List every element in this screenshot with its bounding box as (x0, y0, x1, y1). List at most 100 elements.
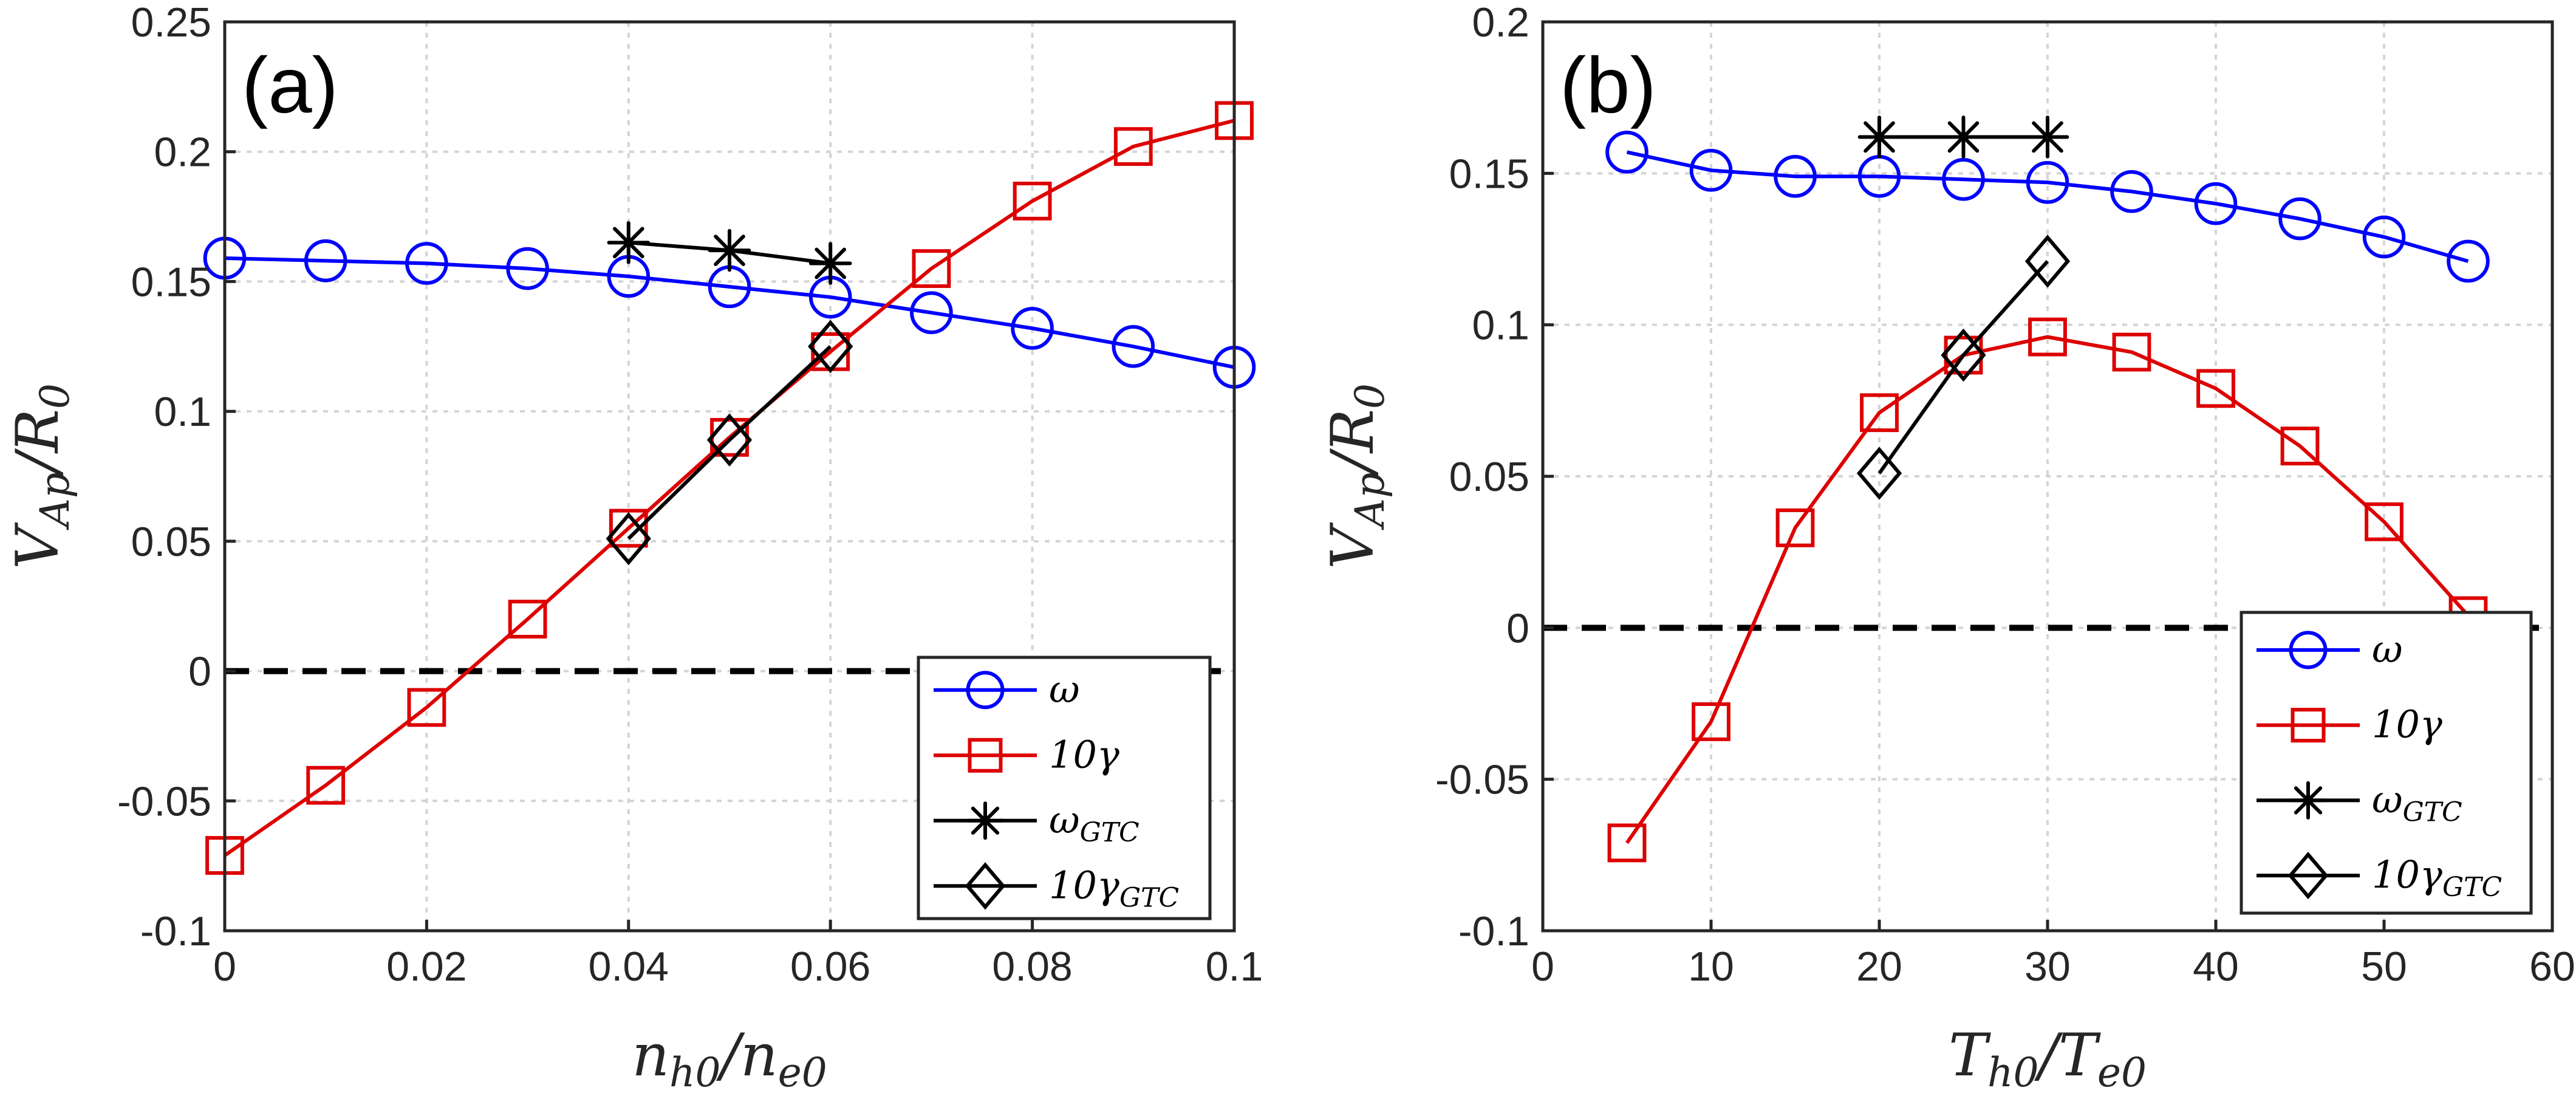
data-point-10gamma (912, 249, 951, 288)
axes-frame (223, 20, 1236, 933)
series-line-10gamma_GTC (1877, 259, 2049, 474)
data-point-10gamma (609, 509, 648, 548)
legend-label-omega_GTC: ωGTC (1049, 798, 1139, 848)
y-axis-label: VAp/R0 (1319, 383, 1393, 569)
legend-marker-omega (966, 671, 1005, 710)
legend-marker-10gamma_GTC (965, 862, 1006, 910)
legend-label-10gamma_GTC: 10γGTC (1049, 863, 1179, 913)
panel-label: (a) (242, 41, 338, 129)
x-tick-label: 20 (1856, 944, 1902, 990)
y-tick-label: -0.1 (1458, 908, 1529, 954)
legend-label-10gamma: 10γ (2372, 702, 2443, 747)
data-point-10gamma (2365, 502, 2403, 541)
x-tick-label: 60 (2529, 944, 2575, 990)
legend-marker-omega_GTC (2289, 781, 2328, 820)
y-tick-label: 0.05 (1449, 454, 1529, 500)
data-point-omega (2447, 239, 2490, 283)
legend-marker-10gamma (2291, 708, 2326, 743)
series-omega (1605, 131, 2490, 283)
y-tick-label: 0.05 (131, 519, 211, 565)
series-line-omega (224, 256, 1235, 369)
legend-marker-10gamma_GTC (2287, 851, 2329, 900)
x-tick-label: 50 (2361, 944, 2407, 990)
data-point-omega_GTC (808, 242, 852, 285)
series-line-10gamma (1625, 335, 2470, 844)
y-tick-label: 0.25 (131, 0, 211, 46)
x-tick-label: 0.08 (992, 944, 1072, 990)
legend-label-10gamma: 10γ (1049, 732, 1120, 776)
x-tick-label: 0.1 (1206, 944, 1263, 990)
y-tick-label: 0.2 (154, 129, 211, 176)
series-line-omega (1626, 150, 2469, 263)
data-point-omega (506, 247, 549, 290)
data-point-10gamma (2196, 369, 2235, 408)
series-10gamma_GTC (1856, 235, 2071, 500)
y-tick-label: 0.2 (1472, 0, 1529, 46)
data-point-10gamma (306, 765, 346, 805)
data-point-10gamma (2280, 426, 2320, 466)
series-omega_GTC (607, 221, 852, 285)
legend-marker-10gamma (968, 738, 1003, 773)
panel-a: 0 0.02 0.04 0.06 0.08 0.1 -0.1 -0.05 0 0.05 0.1 0.1… (4, 0, 1263, 1096)
data-point-10gamma_GTC (808, 320, 853, 374)
data-point-10gamma (1775, 508, 1815, 547)
data-point-10gamma (1607, 823, 1647, 863)
legend-label-10gamma_GTC: 10γGTC (2372, 852, 2502, 903)
legend-label-omega: ω (2372, 627, 2403, 671)
data-point-omega (1605, 131, 1648, 174)
y-tick-label: 0.15 (1449, 151, 1529, 197)
x-axis-label: nh0/ne0 (632, 1021, 827, 1096)
data-point-omega (405, 242, 448, 285)
panel-b: 0 10 20 30 40 50 60 -0.1 -0.05 0 0.05 0.1 0.15 0.2 (b)… (1319, 0, 2575, 1096)
legend-box (917, 656, 1212, 920)
data-point-10gamma (508, 600, 547, 639)
series-omega_GTC (1857, 115, 2069, 159)
data-point-10gamma (2028, 317, 2067, 357)
data-point-10gamma_GTC (1856, 447, 1902, 500)
data-point-omega (2110, 170, 2153, 213)
x-axis-label: Th0/Te0 (1949, 1021, 2147, 1096)
data-point-omega (1011, 307, 1054, 350)
panel-label: (b) (1560, 41, 1656, 129)
data-point-omega (1942, 158, 1985, 201)
y-tick-label: -0.1 (140, 908, 211, 954)
data-point-omega (1774, 155, 1817, 198)
data-point-10gamma (1013, 182, 1052, 221)
data-point-omega (1689, 149, 1733, 192)
data-point-10gamma_GTC (606, 512, 651, 566)
x-tick-label: 0.04 (589, 944, 669, 990)
data-point-10gamma_GTC (2024, 235, 2071, 288)
data-point-10gamma (1113, 127, 1153, 166)
data-point-omega_GTC (2026, 115, 2069, 159)
data-point-10gamma_GTC (706, 413, 753, 467)
data-point-omega (2362, 215, 2406, 259)
x-tick-label: 0 (213, 944, 236, 990)
data-point-10gamma (1944, 335, 1983, 375)
x-tick-label: 0 (1531, 944, 1554, 990)
y-tick-label: -0.05 (117, 778, 211, 824)
series-line-10gamma (224, 118, 1235, 857)
x-tick-label: 30 (2024, 944, 2071, 990)
data-point-omega_GTC (708, 228, 751, 272)
legend: ω 10γ ωGTC 10γGTC (2239, 611, 2533, 915)
legend-marker-omega_GTC (966, 801, 1005, 840)
y-tick-label: -0.05 (1435, 757, 1529, 803)
series-line-10gamma_GTC (627, 345, 832, 540)
y-tick-label: 0 (188, 649, 211, 695)
data-point-10gamma (1860, 393, 1899, 433)
y-tick-label: 0.1 (154, 389, 211, 435)
data-point-omega (2278, 197, 2321, 241)
data-point-omega (2026, 160, 2069, 204)
legend-marker-omega (2289, 631, 2328, 670)
data-point-10gamma (2112, 332, 2151, 372)
y-tick-label: 0.15 (131, 259, 211, 305)
series-10gamma (205, 101, 1254, 875)
series-10gamma (1607, 317, 2488, 863)
y-tick-label: 0.1 (1472, 303, 1529, 349)
x-tick-label: 0.06 (790, 944, 870, 990)
x-tick-label: 10 (1688, 944, 1734, 990)
data-point-10gamma (407, 688, 446, 727)
data-point-omega (910, 291, 953, 335)
x-tick-label: 40 (2193, 944, 2239, 990)
data-point-omega (304, 239, 347, 283)
